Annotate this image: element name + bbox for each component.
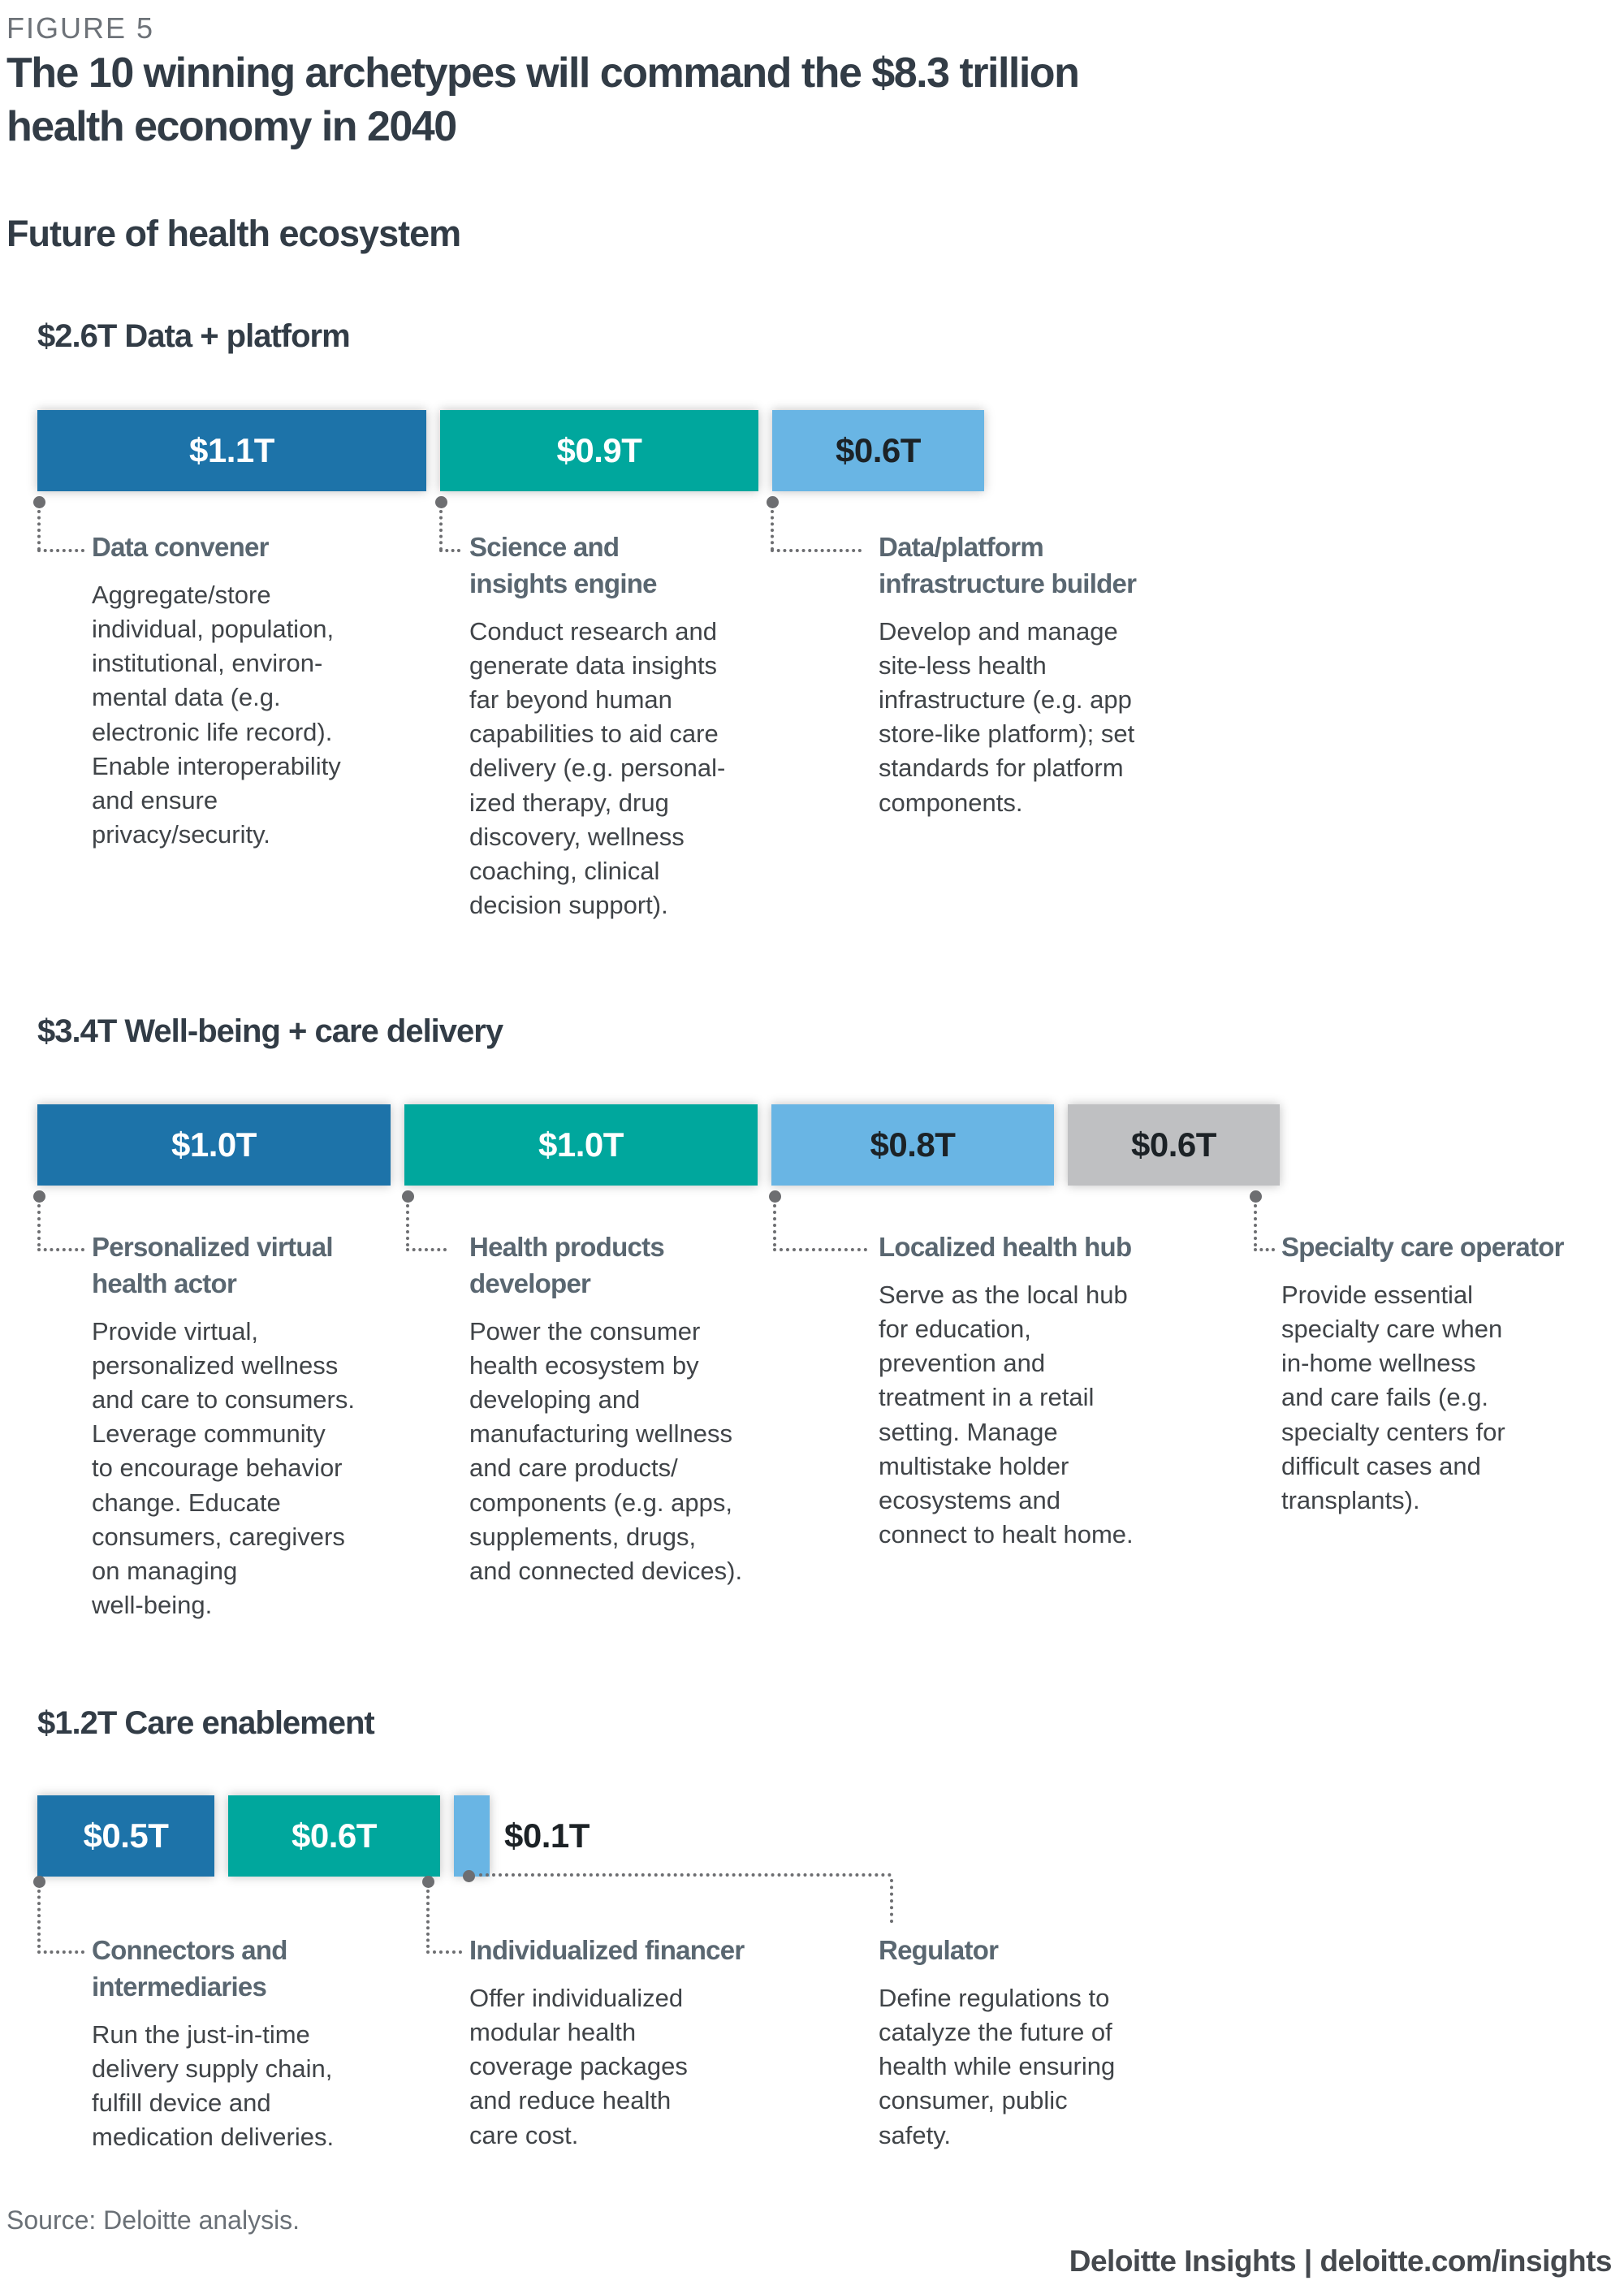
figure-label: FIGURE 5: [6, 11, 155, 45]
bar-data-convener: $1.1T: [37, 410, 426, 491]
section-header-data-platform: $2.6T Data + platform: [37, 318, 351, 354]
bar-regulator: $0.1T: [454, 1795, 590, 1877]
archetype-personalized-virtual-health-actor: Personalized virtual health actor Provid…: [92, 1229, 441, 1622]
bar-value-label: $0.8T: [870, 1125, 956, 1164]
connector-dotted-line: [406, 1248, 447, 1251]
archetype-individualized-financer: Individualized financer Offer individual…: [469, 1933, 827, 2153]
archetype-localized-health-hub: Localized health hub Serve as the local …: [879, 1229, 1240, 1552]
connector-dotted-line: [439, 549, 460, 552]
connector-dotted-line: [37, 1204, 41, 1246]
connector-dot: [402, 1190, 414, 1203]
archetype-regulator: Regulator Define regulations to catalyze…: [879, 1933, 1252, 2153]
bar-value-label: $0.6T: [1131, 1125, 1216, 1164]
connector-dotted-line: [37, 510, 41, 551]
bar-value-label: $1.0T: [171, 1125, 257, 1164]
figure-title: The 10 winning archetypes will command t…: [6, 50, 1080, 150]
source-note: Source: Deloitte analysis.: [6, 2205, 300, 2235]
connector-dot: [33, 1190, 45, 1203]
archetype-description: Aggregate/store individual, population, …: [92, 580, 341, 849]
bar-value-label: $0.1T: [504, 1816, 590, 1855]
bar-row-data-platform: $1.1T $0.9T $0.6T: [0, 410, 1624, 491]
bar-science-insights-engine: $0.9T: [440, 410, 758, 491]
connector-dotted-line: [439, 510, 443, 551]
archetype-description: Develop and manage site-less health infr…: [879, 616, 1135, 817]
bar-specialty-care-operator: $0.6T: [1068, 1104, 1280, 1186]
connector-dot: [33, 496, 45, 508]
bar-health-products-developer: $1.0T: [404, 1104, 758, 1186]
bar-value-label: $0.5T: [83, 1816, 169, 1855]
archetype-data-convener: Data convener Aggregate/store individual…: [92, 529, 441, 852]
footer-brand: Deloitte Insights | deloitte.com/insight…: [1069, 2244, 1613, 2278]
bar-value-label: $0.9T: [556, 431, 642, 469]
archetype-description: Run the just-in-time delivery supply cha…: [92, 2019, 335, 2152]
connector-dotted-line: [37, 1950, 84, 1954]
connector-dotted-line: [773, 1248, 867, 1251]
archetype-science-insights-engine: Science and insights engine Conduct rese…: [469, 529, 818, 922]
archetype-name: Localized health hub: [879, 1232, 1132, 1262]
section-header-care-enablement: $1.2T Care enablement: [37, 1705, 375, 1741]
archetype-description: Power the consumer health ecosystem by d…: [469, 1316, 743, 1585]
section-header-wellbeing-care-delivery: $3.4T Well-being + care delivery: [37, 1013, 503, 1049]
archetype-name: Specialty care operator: [1281, 1232, 1565, 1262]
bar-connectors-intermediaries: $0.5T: [37, 1795, 214, 1877]
connector-dotted-line: [771, 549, 862, 552]
archetype-data-platform-infrastructure-builder: Data/platform infrastructure builder Dev…: [879, 529, 1240, 820]
archetype-description: Provide virtual, personalized wellness a…: [92, 1316, 355, 1619]
connector-dot: [769, 1190, 781, 1203]
connector-dotted-line: [1254, 1248, 1275, 1251]
bar-row-wellbeing-care-delivery: $1.0T $1.0T $0.8T $0.6T: [0, 1104, 1624, 1186]
archetype-description: Define regulations to catalyze the futur…: [879, 1983, 1116, 2149]
archetype-name: Regulator: [879, 1935, 999, 1965]
archetype-name: Connectors and intermediaries: [92, 1935, 287, 2002]
connector-dotted-line: [37, 549, 84, 552]
bar-value-label: $1.1T: [189, 431, 274, 469]
connector-dotted-line: [1254, 1204, 1257, 1246]
bar-value-label: $1.0T: [538, 1125, 624, 1164]
bar-value-label: $0.6T: [836, 431, 921, 469]
connector-dot: [422, 1876, 434, 1888]
bar-individualized-financer: $0.6T: [228, 1795, 440, 1877]
archetype-health-products-developer: Health products developer Power the cons…: [469, 1229, 818, 1588]
archetype-name: Personalized virtual health actor: [92, 1232, 334, 1298]
connector-dotted-line: [890, 1879, 893, 1923]
figure-subtitle: Future of health ecosystem: [6, 213, 461, 254]
archetype-description: Conduct research and generate data insig…: [469, 616, 726, 919]
connector-dot: [33, 1876, 45, 1888]
connector-dotted-line: [406, 1204, 409, 1246]
archetype-specialty-care-operator: Specialty care operator Provide essentia…: [1281, 1229, 1622, 1518]
connector-dotted-line: [426, 1890, 430, 1948]
connector-dotted-line: [426, 1950, 462, 1954]
archetype-description: Provide essential specialty care when in…: [1281, 1280, 1505, 1514]
bar-localized-health-hub: $0.8T: [771, 1104, 1054, 1186]
archetype-description: Serve as the local hub for education, pr…: [879, 1280, 1134, 1549]
archetype-name: Science and insights engine: [469, 532, 658, 598]
connector-dotted-line: [37, 1890, 41, 1948]
archetype-name: Data/platform infrastructure builder: [879, 532, 1137, 598]
connector-dot: [767, 496, 779, 508]
archetype-name: Health products developer: [469, 1232, 665, 1298]
connector-dotted-line: [479, 1873, 892, 1877]
connector-dotted-line: [773, 1204, 776, 1246]
bar-personalized-virtual-health-actor: $1.0T: [37, 1104, 391, 1186]
bar-data-platform-infrastructure-builder: $0.6T: [772, 410, 984, 491]
archetype-name: Individualized financer: [469, 1935, 745, 1965]
archetype-description: Offer individualized modular health cove…: [469, 1983, 688, 2149]
bar-row-care-enablement: $0.5T $0.6T $0.1T: [0, 1795, 1624, 1877]
bar-value-label: $0.6T: [292, 1816, 377, 1855]
connector-dotted-line: [37, 1248, 84, 1251]
connector-dot: [435, 496, 447, 508]
connector-dot: [463, 1870, 475, 1882]
connector-dot: [1250, 1190, 1262, 1203]
archetype-name: Data convener: [92, 532, 269, 562]
archetype-connectors-intermediaries: Connectors and intermediaries Run the ju…: [92, 1933, 449, 2154]
connector-dotted-line: [771, 510, 774, 551]
